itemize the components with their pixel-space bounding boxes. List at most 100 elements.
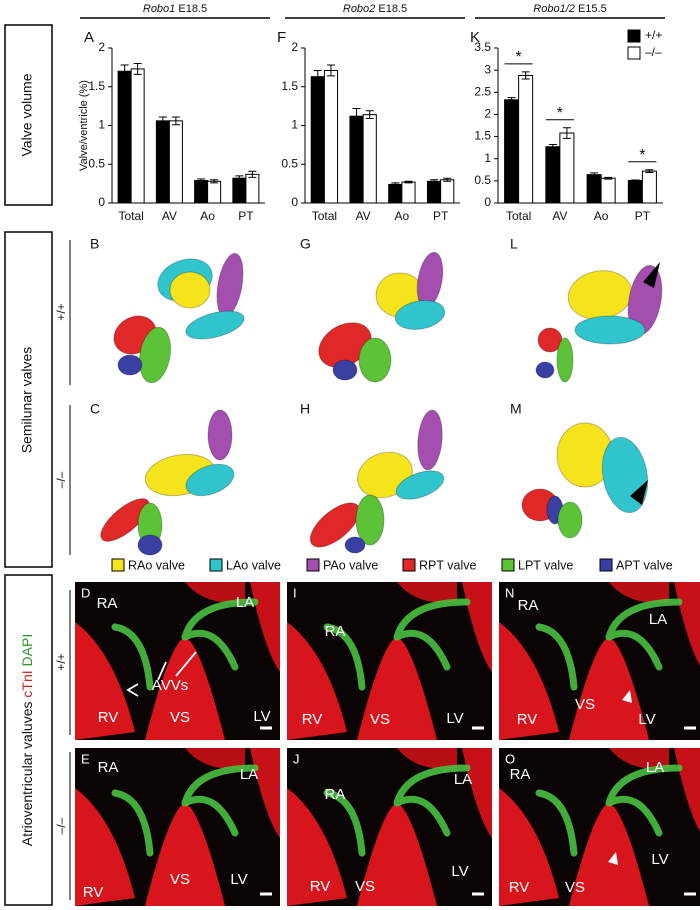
anatomy-label: VS [170, 709, 190, 726]
anatomy-label: VS [355, 878, 375, 895]
x-tick-label: AV [162, 209, 177, 223]
panel-letter: B [90, 236, 99, 252]
y-tick-label: 1 [98, 118, 105, 132]
legend-label: APT valve [616, 558, 673, 572]
anatomy-label: RV [83, 884, 104, 901]
legend-swatch [111, 558, 125, 572]
bar [600, 177, 616, 204]
myocardium [185, 582, 245, 603]
x-tick-label: Total [506, 209, 531, 223]
anatomy-label: VS [170, 871, 190, 888]
anatomy-label: RV [509, 879, 530, 896]
y-axis-label: Valve/ventricle (%) [78, 80, 90, 171]
row-box [4, 231, 53, 568]
y-tick-label: 3.5 [474, 40, 491, 54]
y-tick-label: 2 [98, 40, 105, 54]
arrowhead [630, 480, 648, 505]
arrowhead [608, 852, 618, 865]
anatomy-label: RV [517, 711, 538, 728]
myocardium [75, 788, 135, 906]
valve-model [344, 536, 366, 554]
row-label-main: Atrioventricular valuves [19, 701, 35, 846]
row-label-red: cTnI [19, 670, 35, 697]
y-tick-label: 1.5 [474, 129, 491, 143]
myocardium [75, 622, 135, 740]
error-bar [171, 116, 180, 126]
bar [504, 99, 520, 204]
row-label: Atrioventricular valuves cTnI DAPI [19, 634, 35, 846]
x-tick-label: Ao [200, 209, 215, 223]
panel-letter: E [81, 751, 90, 766]
error-bar [210, 179, 219, 184]
valve-tissue [323, 764, 471, 857]
bar [545, 146, 561, 204]
myocardium [357, 637, 437, 740]
anatomy-label: RV [98, 709, 119, 726]
myocardium [357, 803, 437, 906]
anatomy-label: LV [638, 711, 655, 728]
error-bar [133, 63, 142, 75]
bar [245, 173, 260, 204]
bar [130, 68, 145, 204]
x-tick-label: Ao [594, 209, 609, 223]
y-tick-label: 0.5 [474, 173, 491, 187]
error-bar [562, 127, 571, 139]
panel-letter: L [510, 236, 518, 252]
error-bar [548, 144, 557, 150]
error-bar [404, 180, 413, 184]
panel-letter: D [81, 585, 90, 600]
myocardium [250, 582, 280, 672]
error-bar [430, 179, 439, 184]
column-header: Robo1/2 E15.5 [533, 3, 606, 15]
panel-letter: I [293, 585, 297, 600]
myocardium [397, 748, 457, 769]
anatomy-label: LA [236, 594, 254, 611]
myocardium [609, 748, 669, 769]
row-label-green: DAPI [19, 634, 35, 667]
valve-model [355, 494, 385, 546]
bar [117, 70, 132, 204]
error-bar [604, 176, 613, 180]
myocardium [499, 622, 559, 740]
panel-letter: G [300, 236, 311, 252]
anatomy-label: LV [446, 710, 463, 727]
genotype-label: +/+ [54, 303, 68, 320]
valve-model [332, 359, 358, 381]
myocardium [185, 748, 245, 769]
bar [388, 183, 403, 204]
valve-tissue [111, 764, 259, 857]
legend-label: PAo valve [323, 558, 378, 572]
panel-letter: J [293, 751, 300, 766]
panel-letter: M [510, 401, 522, 417]
valve-model [394, 300, 446, 330]
legend-label: RPT valve [419, 558, 476, 572]
anatomy-label: AVVs [152, 677, 188, 694]
y-tick-label: 0.5 [88, 156, 105, 170]
valve-model [417, 409, 443, 471]
valve-model [185, 310, 245, 340]
legend-swatch [209, 558, 223, 572]
panel-letter: N [505, 585, 514, 600]
gene-name: Robo2 [343, 3, 375, 15]
anatomy-label: LA [454, 771, 472, 788]
anatomy-label: RA [325, 786, 346, 803]
bar [194, 180, 209, 204]
y-tick-label: 1 [291, 118, 298, 132]
gene-name: Robo1/2 [533, 3, 575, 15]
valve-tissue [323, 598, 471, 691]
valve-model [207, 409, 233, 461]
panel-letter: K [470, 29, 480, 46]
error-bar [521, 71, 530, 80]
bar [627, 179, 643, 204]
row-label: Semilunar valves [19, 347, 35, 454]
valve-model [567, 270, 633, 320]
bar [586, 174, 602, 204]
myocardium [287, 788, 347, 906]
valve-model [185, 463, 235, 497]
significance-star: * [557, 105, 563, 122]
anatomy-label: VS [370, 711, 390, 728]
x-tick-label: Total [118, 209, 143, 223]
legend-label: LAo valve [226, 558, 281, 572]
valve-model [358, 337, 392, 383]
